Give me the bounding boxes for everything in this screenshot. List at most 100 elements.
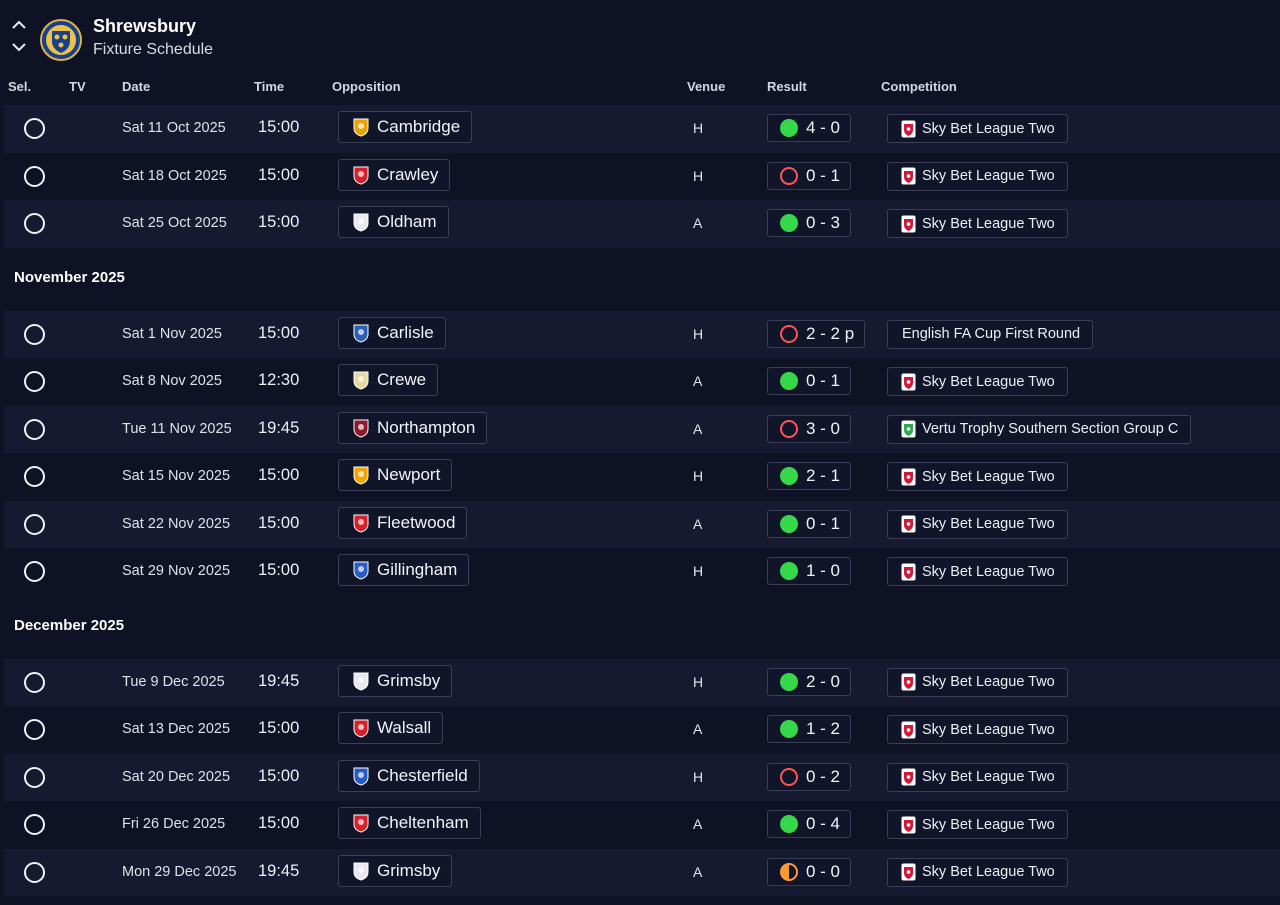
team-crest-icon bbox=[353, 672, 369, 691]
col-header-time[interactable]: Time bbox=[254, 79, 285, 94]
result-button[interactable]: 0 - 2 bbox=[767, 762, 852, 791]
result-button[interactable]: 1 - 0 bbox=[767, 557, 852, 585]
opposition-button[interactable]: Chesterfield bbox=[338, 759, 480, 792]
opposition-button[interactable]: Newport bbox=[338, 459, 453, 491]
result-button[interactable]: 0 - 1 bbox=[767, 367, 852, 395]
competition-name: Sky Bet League Two bbox=[922, 516, 1055, 532]
select-radio[interactable] bbox=[24, 466, 45, 487]
fixture-row[interactable]: Sat 25 Oct 2025 15:00 Oldham A 0 - 3 Sky Bet … bbox=[4, 200, 1280, 248]
fixture-row[interactable]: Sat 1 Nov 2025 15:00 Carlisle H 2 - 2 p Engli… bbox=[4, 310, 1280, 358]
opposition-button[interactable]: Walsall bbox=[338, 712, 444, 744]
result-win-icon bbox=[780, 514, 798, 533]
fixture-row[interactable]: Tue 11 Nov 2025 19:45 Northampton A 3 - 0 Ver… bbox=[4, 405, 1280, 453]
result-button[interactable]: 0 - 0 bbox=[767, 857, 852, 886]
result-button[interactable]: 0 - 1 bbox=[767, 509, 852, 538]
opposition-button[interactable]: Carlisle bbox=[338, 316, 446, 349]
select-radio[interactable] bbox=[24, 323, 45, 345]
chevron-up-icon[interactable] bbox=[11, 19, 27, 31]
fixture-row[interactable]: Sat 18 Oct 2025 15:00 Crawley H 0 - 1 Sky Bet… bbox=[4, 152, 1280, 200]
result-button[interactable]: 4 - 0 bbox=[767, 114, 852, 142]
fixture-row[interactable]: Sat 13 Dec 2025 15:00 Walsall A 1 - 2 Sky Bet… bbox=[4, 706, 1280, 754]
select-radio[interactable] bbox=[24, 719, 45, 740]
fixture-venue: H bbox=[693, 167, 704, 184]
team-crest-icon bbox=[353, 213, 369, 232]
opposition-button[interactable]: Gillingham bbox=[338, 554, 470, 586]
col-header-date[interactable]: Date bbox=[122, 79, 151, 94]
competition-button[interactable]: Sky Bet League Two bbox=[887, 762, 1068, 792]
fixture-date: Sat 11 Oct 2025 bbox=[122, 120, 226, 136]
fixture-row[interactable]: Sat 29 Nov 2025 15:00 Gillingham H 1 - 0 Sky … bbox=[4, 548, 1280, 596]
competition-button[interactable]: Sky Bet League Two bbox=[887, 810, 1068, 839]
competition-button[interactable]: Sky Bet League Two bbox=[887, 161, 1068, 191]
result-loss-icon bbox=[780, 419, 798, 438]
competition-button[interactable]: Sky Bet League Two bbox=[887, 857, 1068, 887]
select-radio[interactable] bbox=[24, 418, 45, 440]
result-score: 2 - 1 bbox=[806, 466, 841, 485]
competition-button[interactable]: Sky Bet League Two bbox=[887, 462, 1068, 491]
opposition-name: Newport bbox=[377, 465, 441, 484]
team-crest-icon bbox=[353, 118, 369, 137]
competition-button[interactable]: Sky Bet League Two bbox=[887, 509, 1068, 539]
fixture-row[interactable]: Sat 20 Dec 2025 15:00 Chesterfield H 0 - 2 Sk… bbox=[4, 753, 1280, 801]
result-button[interactable]: 2 - 2 p bbox=[767, 319, 866, 348]
col-header-result[interactable]: Result bbox=[767, 79, 807, 94]
competition-button[interactable]: Sky Bet League Two bbox=[887, 367, 1068, 396]
select-radio[interactable] bbox=[24, 814, 45, 835]
page-subtitle: Fixture Schedule bbox=[93, 41, 214, 58]
opposition-button[interactable]: Grimsby bbox=[338, 854, 453, 887]
league-logo-icon bbox=[901, 468, 916, 485]
col-header-venue[interactable]: Venue bbox=[687, 79, 726, 94]
col-header-tv[interactable]: TV bbox=[69, 79, 86, 94]
opposition-button[interactable]: Grimsby bbox=[338, 664, 453, 697]
fixture-row[interactable]: Fri 26 Dec 2025 15:00 Cheltenham A 0 - 4 Sky … bbox=[4, 801, 1280, 849]
col-header-sel[interactable]: Sel. bbox=[8, 79, 32, 94]
competition-button[interactable]: Sky Bet League Two bbox=[887, 667, 1068, 697]
result-button[interactable]: 0 - 1 bbox=[767, 161, 852, 190]
opposition-button[interactable]: Northampton bbox=[338, 411, 488, 444]
opposition-button[interactable]: Crawley bbox=[338, 158, 451, 191]
fixture-row[interactable]: Sat 11 Oct 2025 15:00 Cambridge H 4 - 0 Sky B… bbox=[4, 105, 1280, 153]
month-label: November 2025 bbox=[14, 268, 125, 286]
fixture-row[interactable]: Sat 8 Nov 2025 12:30 Crewe A 0 - 1 Sky Bet Le… bbox=[4, 358, 1280, 406]
competition-button[interactable]: Vertu Trophy Southern Section Group C bbox=[887, 414, 1192, 444]
result-button[interactable]: 0 - 4 bbox=[767, 810, 852, 838]
opposition-button[interactable]: Cheltenham bbox=[338, 807, 481, 839]
select-radio[interactable] bbox=[24, 165, 45, 187]
fixture-row[interactable]: Tue 9 Dec 2025 19:45 Grimsby H 2 - 0 Sky Bet … bbox=[4, 658, 1280, 706]
fixture-row[interactable]: Mon 29 Dec 2025 19:45 Grimsby A 0 - 0 Sky Bet… bbox=[4, 848, 1280, 896]
competition-name: Sky Bet League Two bbox=[922, 120, 1055, 137]
opposition-name: Fleetwood bbox=[377, 512, 456, 532]
result-button[interactable]: 0 - 3 bbox=[767, 209, 852, 237]
competition-button[interactable]: English FA Cup First Round bbox=[887, 319, 1094, 349]
chevron-down-icon[interactable] bbox=[11, 41, 27, 53]
competition-button[interactable]: Sky Bet League Two bbox=[887, 114, 1068, 143]
opposition-button[interactable]: Oldham bbox=[338, 206, 449, 238]
result-button[interactable]: 2 - 1 bbox=[767, 462, 852, 490]
club-badge-icon[interactable] bbox=[40, 19, 82, 61]
fixture-date: Sat 22 Nov 2025 bbox=[122, 515, 231, 532]
fixture-row[interactable]: Sat 22 Nov 2025 15:00 Fleetwood A 0 - 1 Sky B… bbox=[4, 500, 1280, 548]
col-header-competition[interactable]: Competition bbox=[881, 79, 957, 94]
fixture-row[interactable]: Sat 15 Nov 2025 15:00 Newport H 2 - 1 Sky Bet… bbox=[4, 453, 1280, 501]
result-button[interactable]: 1 - 2 bbox=[767, 715, 852, 743]
select-radio[interactable] bbox=[24, 213, 45, 234]
competition-button[interactable]: Sky Bet League Two bbox=[887, 715, 1068, 744]
select-radio[interactable] bbox=[24, 371, 45, 392]
fixture-date: Sat 1 Nov 2025 bbox=[122, 325, 222, 342]
result-button[interactable]: 2 - 0 bbox=[767, 667, 852, 696]
select-radio[interactable] bbox=[24, 118, 45, 139]
col-header-opposition[interactable]: Opposition bbox=[332, 79, 401, 94]
opposition-button[interactable]: Crewe bbox=[338, 364, 439, 396]
select-radio[interactable] bbox=[24, 671, 45, 693]
competition-button[interactable]: Sky Bet League Two bbox=[887, 209, 1068, 238]
opposition-button[interactable]: Fleetwood bbox=[338, 506, 468, 539]
result-button[interactable]: 3 - 0 bbox=[767, 414, 852, 443]
opposition-button[interactable]: Cambridge bbox=[338, 111, 473, 143]
competition-button[interactable]: Sky Bet League Two bbox=[887, 557, 1068, 586]
select-radio[interactable] bbox=[24, 561, 45, 582]
select-radio[interactable] bbox=[24, 766, 45, 788]
league-logo-icon bbox=[901, 721, 916, 738]
select-radio[interactable] bbox=[24, 861, 45, 883]
select-radio[interactable] bbox=[24, 513, 45, 535]
opposition-name: Cambridge bbox=[377, 117, 461, 136]
